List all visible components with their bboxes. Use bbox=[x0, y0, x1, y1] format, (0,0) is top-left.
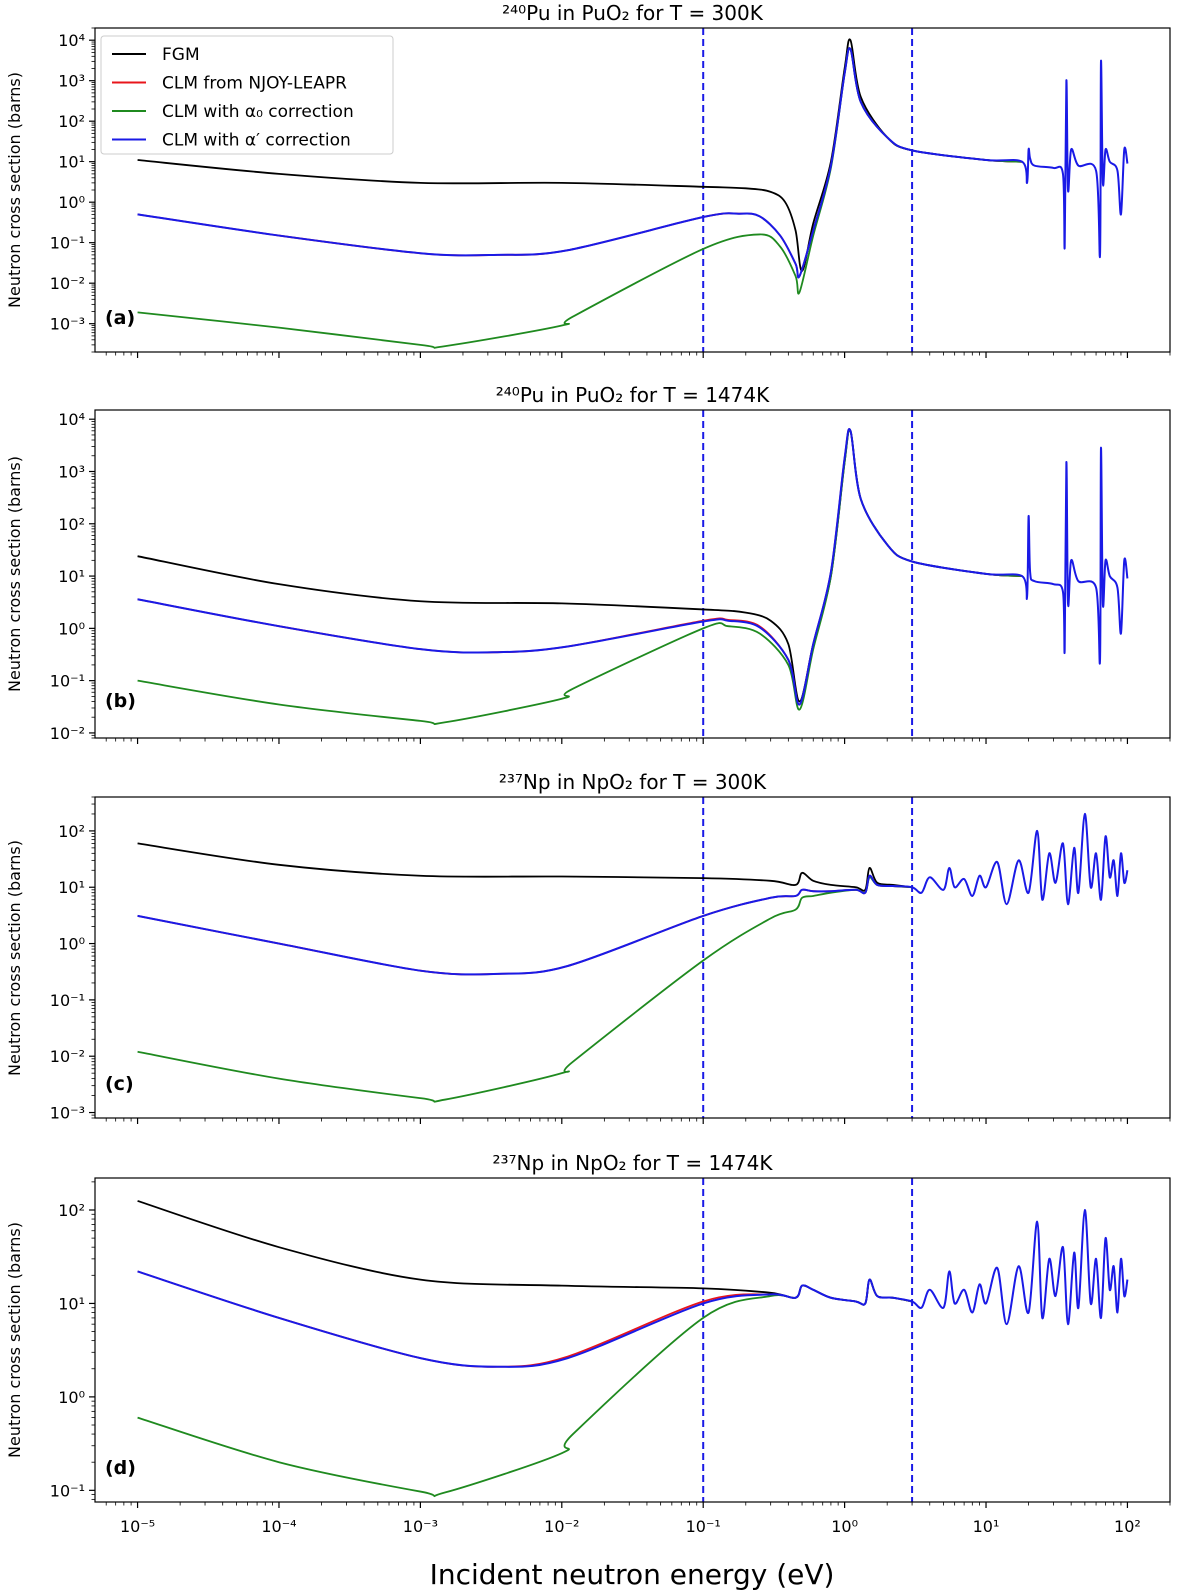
y-axis-label: Neutron cross section (barns) bbox=[5, 840, 24, 1076]
y-axis-label: Neutron cross section (barns) bbox=[5, 72, 24, 308]
y-tick-label: 10⁰ bbox=[58, 1388, 85, 1407]
y-tick-label: 10³ bbox=[58, 462, 85, 481]
y-tick-label: 10⁴ bbox=[58, 410, 85, 429]
legend-label: FGM bbox=[162, 45, 200, 65]
x-tick-label: 10⁻² bbox=[544, 1517, 579, 1536]
legend-label: CLM from NJOY-LEAPR bbox=[162, 74, 347, 94]
series-line bbox=[137, 812, 1129, 976]
y-tick-label: 10⁰ bbox=[58, 935, 85, 954]
series-line bbox=[137, 428, 1129, 706]
y-axis-label: Neutron cross section (barns) bbox=[5, 1222, 24, 1458]
x-tick-label: 10² bbox=[1114, 1517, 1141, 1536]
y-tick-label: 10⁴ bbox=[58, 31, 85, 50]
series-line bbox=[137, 428, 1023, 703]
panel-tag: (d) bbox=[105, 1457, 136, 1479]
series-line bbox=[137, 1208, 1129, 1368]
series-line bbox=[137, 874, 913, 976]
y-tick-label: 10⁻³ bbox=[50, 315, 85, 334]
legend: FGM CLM from NJOY-LEAPR CLM with α₀ correc… bbox=[100, 35, 394, 155]
y-tick-label: 10⁻² bbox=[50, 724, 85, 743]
y-tick-label: 10⁻¹ bbox=[50, 234, 85, 253]
plot-frame bbox=[94, 796, 1171, 1119]
y-tick-label: 10¹ bbox=[58, 567, 85, 586]
panel-1: ²⁴⁰Pu in PuO₂ for T = 1474K Neutron cross… bbox=[5, 383, 1171, 744]
legend-box bbox=[100, 35, 394, 155]
y-tick-label: 10⁻² bbox=[50, 1047, 85, 1066]
series-line bbox=[137, 876, 913, 1103]
y-tick-label: 10¹ bbox=[58, 153, 85, 172]
panel-title: ²³⁷Np in NpO₂ for T = 300K bbox=[499, 770, 767, 794]
y-tick-label: 10⁻² bbox=[50, 274, 85, 293]
y-tick-label: 10² bbox=[58, 1201, 85, 1220]
series-line bbox=[137, 1278, 913, 1498]
panels: ²⁴⁰Pu in PuO₂ for T = 300K Neutron cross … bbox=[5, 1, 1171, 1536]
panel-0: ²⁴⁰Pu in PuO₂ for T = 300K Neutron cross … bbox=[5, 1, 1171, 358]
x-tick-label: 10⁻³ bbox=[403, 1517, 438, 1536]
x-axis-label: Incident neutron energy (eV) bbox=[430, 1558, 835, 1591]
y-tick-label: 10⁻³ bbox=[50, 1104, 85, 1123]
y-axis-label: Neutron cross section (barns) bbox=[5, 456, 24, 692]
y-tick-label: 10⁰ bbox=[58, 193, 85, 212]
panel-title: ²⁴⁰Pu in PuO₂ for T = 1474K bbox=[496, 383, 770, 407]
x-tick-label: 10⁻¹ bbox=[686, 1517, 721, 1536]
panel-tag: (a) bbox=[105, 307, 135, 329]
series-line bbox=[137, 428, 1023, 726]
plot-frame bbox=[94, 409, 1171, 739]
panel-title: ²⁴⁰Pu in PuO₂ for T = 300K bbox=[502, 1, 764, 25]
plot-frame bbox=[94, 1177, 1171, 1503]
series-line bbox=[137, 428, 1023, 706]
y-tick-label: 10⁻¹ bbox=[50, 991, 85, 1010]
x-tick-label: 10⁰ bbox=[831, 1517, 858, 1536]
x-tick-label: 10¹ bbox=[973, 1517, 1000, 1536]
y-tick-label: 10⁰ bbox=[58, 619, 85, 638]
y-tick-label: 10² bbox=[58, 822, 85, 841]
series-line bbox=[137, 47, 1129, 279]
y-tick-label: 10¹ bbox=[58, 1294, 85, 1313]
y-tick-label: 10⁻¹ bbox=[50, 1481, 85, 1500]
panel-tag: (c) bbox=[105, 1073, 134, 1095]
y-tick-label: 10⁻¹ bbox=[50, 672, 85, 691]
series-line bbox=[137, 842, 913, 892]
series-line bbox=[137, 1200, 913, 1306]
panel-tag: (b) bbox=[105, 690, 136, 712]
y-tick-label: 10² bbox=[58, 112, 85, 131]
y-tick-label: 10³ bbox=[58, 72, 85, 91]
legend-label: CLM with α₀ correction bbox=[162, 102, 354, 122]
panel-3: ²³⁷Np in NpO₂ for T = 1474K Neutron cross… bbox=[5, 1151, 1171, 1536]
panel-2: ²³⁷Np in NpO₂ for T = 300K Neutron cross … bbox=[5, 770, 1171, 1124]
y-tick-label: 10² bbox=[58, 515, 85, 534]
legend-label: CLM with α′ correction bbox=[162, 131, 351, 151]
panel-title: ²³⁷Np in NpO₂ for T = 1474K bbox=[493, 1151, 774, 1175]
plot-frame bbox=[94, 27, 1171, 353]
y-tick-label: 10¹ bbox=[58, 878, 85, 897]
x-tick-label: 10⁻⁴ bbox=[261, 1517, 296, 1536]
x-tick-label: 10⁻⁵ bbox=[120, 1517, 155, 1536]
